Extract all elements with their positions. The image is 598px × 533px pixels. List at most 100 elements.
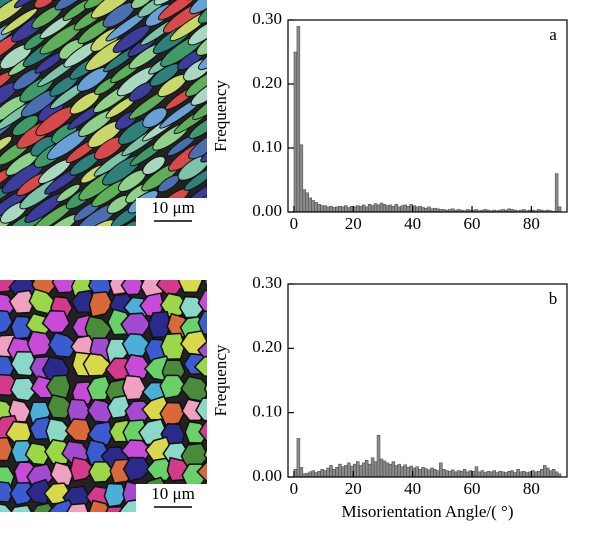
grain [0,243,17,283]
histogram-bar [361,204,366,213]
y-tick-label: 0.00 [252,466,282,485]
histogram-bar [299,467,304,478]
histogram-bar [557,206,562,213]
x-tick-label: 60 [464,214,481,233]
histogram-bar [296,438,301,478]
y-tick-label: 0.20 [252,337,282,356]
grain [304,0,340,27]
grain [317,16,364,53]
x-tick-label: 0 [290,214,299,233]
histogram-bar [430,467,434,478]
histogram-bar [361,462,366,478]
grain [321,0,372,19]
grain [0,228,16,254]
histogram-bar [344,465,348,478]
grain [352,108,391,141]
grain [188,115,207,140]
histogram-bar [335,206,339,213]
histogram-bar [320,205,324,213]
grain [196,461,207,482]
histogram-bar [543,465,547,478]
grain [183,168,207,191]
histogram-bar [338,463,342,478]
histogram-bar [356,205,360,213]
histogram-bar [483,472,488,478]
histogram-bar [551,469,556,478]
histogram-bar [504,472,508,478]
y-tick-label: 0.10 [252,137,282,156]
grain [86,375,112,401]
grain [195,397,207,422]
grain [396,84,425,108]
grain [300,0,331,14]
grain [45,374,71,400]
grain [214,206,246,234]
histogram-bar [522,470,526,478]
scale-bar-label: 10 μm [151,484,195,503]
grain [323,122,368,158]
histogram-bar [329,465,333,478]
grain [359,70,401,104]
grain [279,54,327,93]
grain [260,30,299,63]
grain [197,0,207,24]
scale-bar-label: 10 μm [151,198,195,217]
histogram-bar [510,470,514,478]
grain [198,420,207,442]
grain [197,289,207,315]
y-tick-label: 0.10 [252,402,282,421]
grain [189,0,207,15]
grain [222,171,256,199]
grain [155,280,184,295]
histogram-bar [338,205,342,213]
histogram-bar [394,465,399,478]
grain [283,120,324,154]
grain [83,0,129,10]
histogram-bar [427,469,431,478]
histogram-bar [465,471,470,478]
histogram-bar [400,466,405,478]
grain [121,374,147,401]
histogram-bar [356,461,360,478]
grain [160,332,186,360]
x-tick-label: 40 [404,479,421,498]
grain [0,231,32,271]
grain [242,159,295,202]
x-axis-label: Misorientation Angle/( °) [341,502,513,521]
grain [224,0,259,7]
histogram-bar [364,460,369,478]
grain [88,499,113,512]
grain [121,333,151,357]
grain [198,39,207,71]
grain [287,22,330,57]
histogram-bar [453,471,458,478]
histogram-bar [540,469,544,478]
histogram-bar [492,470,497,478]
grain [9,377,38,402]
grain [129,245,173,280]
histogram-bar [421,467,425,478]
grain [54,233,100,271]
grain [0,309,14,334]
histogram-bar [385,205,390,213]
histogram-bar [513,472,517,478]
grain [345,56,392,94]
grain [159,292,188,318]
histogram-bar [347,462,351,478]
grain [284,69,328,105]
grain [120,280,145,296]
grain [249,0,290,5]
grain [123,353,151,380]
grain [37,238,65,262]
histogram-bar [323,205,327,213]
grain [340,48,382,81]
histogram-bar [486,470,491,478]
grain [0,481,15,503]
grain [192,90,207,120]
grain [54,0,90,11]
histogram-bar [347,207,351,213]
grain [68,250,98,275]
grain [121,227,171,266]
plot-frame [287,19,568,213]
